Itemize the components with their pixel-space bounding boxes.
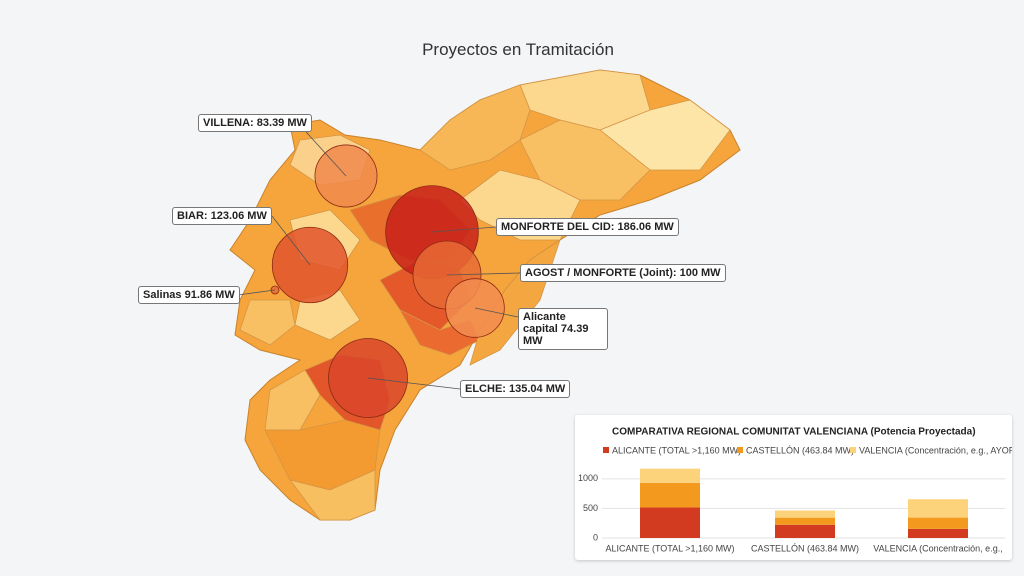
- marker-label: AGOST / MONFORTE (Joint): 100 MW: [520, 264, 726, 282]
- y-tick-label: 500: [583, 503, 598, 513]
- marker-label: MONFORTE DEL CID: 186.06 MW: [496, 218, 679, 236]
- chart-title: COMPARATIVA REGIONAL COMUNITAT VALENCIAN…: [612, 427, 976, 438]
- bar-segment: [775, 524, 835, 538]
- leader-line: [431, 226, 497, 233]
- legend-label: VALENCIA (Concentración, e.g., AYORA): [859, 445, 1012, 455]
- marker-label: ELCHE: 135.04 MW: [460, 380, 571, 398]
- x-tick-label: CASTELLÓN (463.84 MW): [751, 543, 859, 553]
- marker-label: BIAR: 123.06 MW: [172, 207, 272, 225]
- bar-segment: [640, 507, 700, 538]
- marker-label: Salinas 91.86 MW: [138, 286, 240, 304]
- legend-label: CASTELLÓN (463.84 MW): [746, 445, 854, 455]
- y-tick-label: 1000: [578, 473, 598, 483]
- y-tick-label: 0: [593, 532, 598, 542]
- chart: COMPARATIVA REGIONAL COMUNITAT VALENCIAN…: [578, 427, 1012, 554]
- bar-segment: [775, 510, 835, 518]
- legend-swatch: [603, 447, 609, 453]
- leader-line: [271, 215, 311, 266]
- bar-segment: [775, 517, 835, 525]
- bar-segment: [908, 499, 968, 518]
- bar-segment: [908, 517, 968, 529]
- x-tick-label: ALICANTE (TOTAL >1,160 MW): [605, 543, 734, 553]
- legend-label: ALICANTE (TOTAL >1,160 MW): [612, 445, 741, 455]
- map-title: Proyectos en Tramitación: [422, 40, 614, 59]
- marker-label: VILLENA: 83.39 MW: [198, 114, 312, 132]
- inset-chart: COMPARATIVA REGIONAL COMUNITAT VALENCIAN…: [575, 415, 1012, 560]
- leader-line: [446, 272, 521, 276]
- marker-label: Alicante capital 74.39 MW: [518, 308, 608, 350]
- x-tick-label: VALENCIA (Concentración, e.g.,: [873, 543, 1002, 553]
- leader-line: [474, 307, 519, 318]
- leader-line: [237, 289, 276, 296]
- legend-swatch: [737, 447, 743, 453]
- bar-segment: [640, 482, 700, 508]
- leader-line: [367, 377, 461, 390]
- bar-segment: [640, 468, 700, 483]
- bar-segment: [908, 528, 968, 538]
- legend-swatch: [850, 447, 856, 453]
